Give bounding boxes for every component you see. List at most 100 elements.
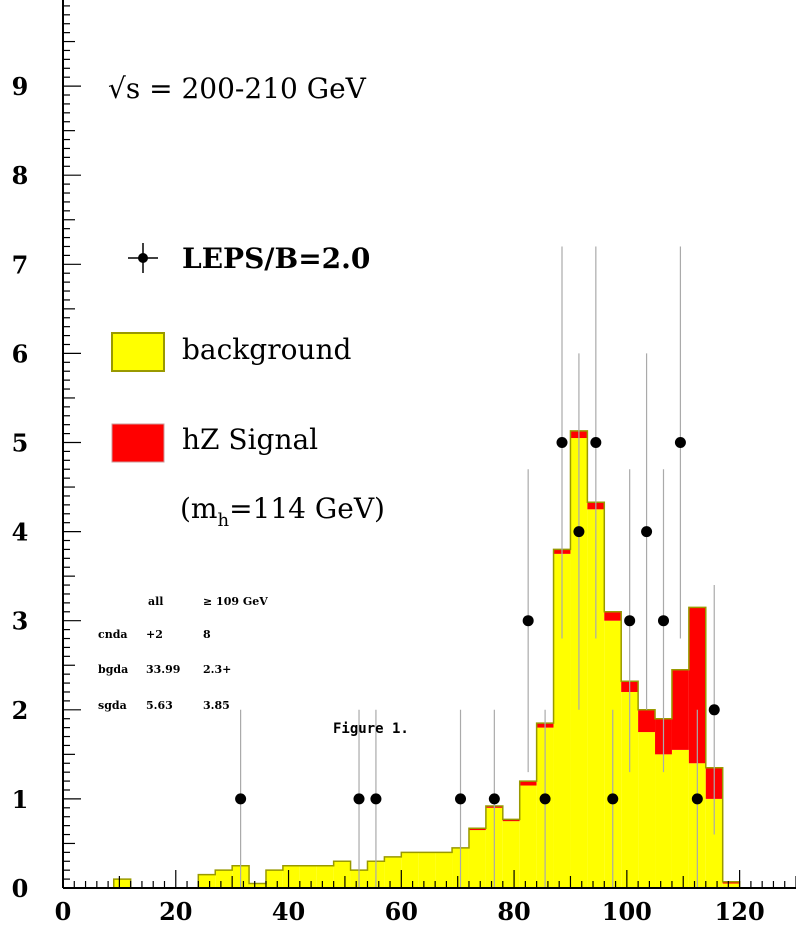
data-point	[657, 615, 669, 627]
background-bar	[299, 865, 317, 888]
background-bar	[671, 749, 689, 888]
background-bar	[638, 732, 656, 888]
legend-label-background: background	[182, 333, 351, 366]
stats-row-label: sgda	[98, 699, 127, 712]
stats-header-all: all	[148, 595, 164, 608]
background-bar	[215, 870, 233, 888]
axes	[62, 0, 796, 889]
background-bar	[621, 691, 639, 888]
data-point	[235, 793, 247, 805]
signal-bar	[604, 611, 622, 621]
signal-bar	[722, 881, 740, 884]
stats-table: all ≥ 109 GeV cnda +2 8 bgda 33.99 2.3+ …	[98, 595, 268, 712]
stats-row-label: bgda	[98, 663, 128, 676]
background-bar	[519, 785, 537, 888]
data-point	[370, 793, 382, 805]
background-bar	[587, 509, 605, 888]
x-tick-label: 0	[55, 897, 72, 926]
background-bar	[435, 852, 453, 888]
data-point	[674, 437, 686, 448]
y-tick-label: 2	[12, 696, 29, 725]
background-bar	[198, 874, 216, 888]
stats-row-value: +2	[146, 628, 163, 641]
background-bar	[468, 830, 486, 888]
y-tick-label: 9	[12, 72, 29, 101]
mass-annotation: (mh=114 GeV)	[180, 492, 385, 531]
stats-row-label: cnda	[98, 628, 128, 641]
signal-bar	[468, 828, 486, 831]
background-bar	[333, 861, 351, 888]
y-tick-label: 1	[12, 785, 29, 814]
legend-label-signal: hZ Signal	[182, 423, 318, 456]
y-tick-label: 0	[12, 874, 29, 903]
background-bar	[705, 798, 723, 888]
background-bar	[553, 553, 571, 888]
signal-bar	[671, 669, 689, 750]
background-bar	[265, 870, 283, 888]
y-tick-label: 7	[12, 250, 29, 279]
signal-bar	[519, 781, 537, 786]
signal-bar	[638, 709, 656, 733]
data-points	[235, 437, 720, 805]
energy-annotation: √s = 200-210 GeV	[108, 72, 367, 105]
y-tick-label: 4	[12, 518, 29, 547]
x-tick-label: 20	[159, 897, 192, 926]
histogram-outline	[63, 430, 791, 889]
x-tick-label: 40	[272, 897, 305, 926]
data-point	[539, 793, 551, 805]
signal-bar	[502, 819, 520, 822]
mass-annotation-open: (m	[180, 492, 217, 525]
data-point	[488, 793, 500, 805]
x-tick-label: 80	[497, 897, 530, 926]
background-bar	[113, 879, 131, 888]
data-point	[556, 437, 568, 448]
background-bar	[401, 852, 419, 888]
background-bar	[316, 865, 334, 888]
data-point	[522, 615, 534, 627]
background-bar	[418, 852, 436, 888]
data-point	[455, 793, 467, 805]
x-tick-label: 60	[385, 897, 418, 926]
data-point	[353, 793, 365, 805]
stats-row-value: 5.63	[146, 699, 173, 712]
legend-item-data: LEPS/B=2.0	[128, 242, 370, 275]
legend-swatch-signal	[111, 423, 165, 463]
stats-header-cut: ≥ 109 GeV	[203, 595, 268, 608]
x-tick-label: 120	[715, 897, 765, 926]
tick-labels: 0 20 40 60 80 100 120 0 1 2 3 4 5 6 7 8 9	[12, 72, 765, 926]
background-bar	[655, 754, 672, 888]
y-tick-label: 5	[12, 429, 29, 458]
signal-bar	[688, 607, 706, 764]
data-point	[590, 437, 602, 448]
background-bar	[722, 883, 740, 888]
background-bar	[249, 883, 266, 888]
legend-item-signal: hZ Signal	[111, 423, 318, 463]
mass-annotation-subscript: h	[217, 510, 229, 531]
mass-annotation-tail: =114 GeV)	[229, 492, 385, 525]
y-tick-label: 6	[12, 339, 29, 368]
stats-row-value: 8	[203, 628, 211, 641]
stats-row-value: 33.99	[146, 663, 180, 676]
legend: LEPS/B=2.0 background hZ Signal (mh=114 …	[111, 242, 385, 531]
figure-caption: Figure 1.	[333, 721, 409, 737]
data-point	[607, 793, 619, 805]
background-bar	[282, 865, 300, 888]
data-point	[691, 793, 703, 805]
data-point	[573, 526, 585, 538]
data-point	[641, 526, 653, 538]
histogram-bars	[63, 430, 791, 889]
legend-item-background: background	[111, 332, 351, 372]
background-bar	[384, 856, 402, 888]
y-tick-label: 8	[12, 161, 29, 190]
legend-data-marker-dot	[138, 253, 148, 263]
legend-label-data: LEPS/B=2.0	[182, 242, 370, 275]
stats-row-value: 3.85	[203, 699, 230, 712]
y-tick-label: 3	[12, 607, 29, 636]
data-point	[708, 704, 720, 716]
legend-swatch-background	[111, 332, 165, 372]
background-bar	[502, 821, 520, 888]
stats-row-value: 2.3+	[203, 663, 231, 676]
data-point	[624, 615, 636, 627]
x-tick-label: 100	[602, 897, 652, 926]
